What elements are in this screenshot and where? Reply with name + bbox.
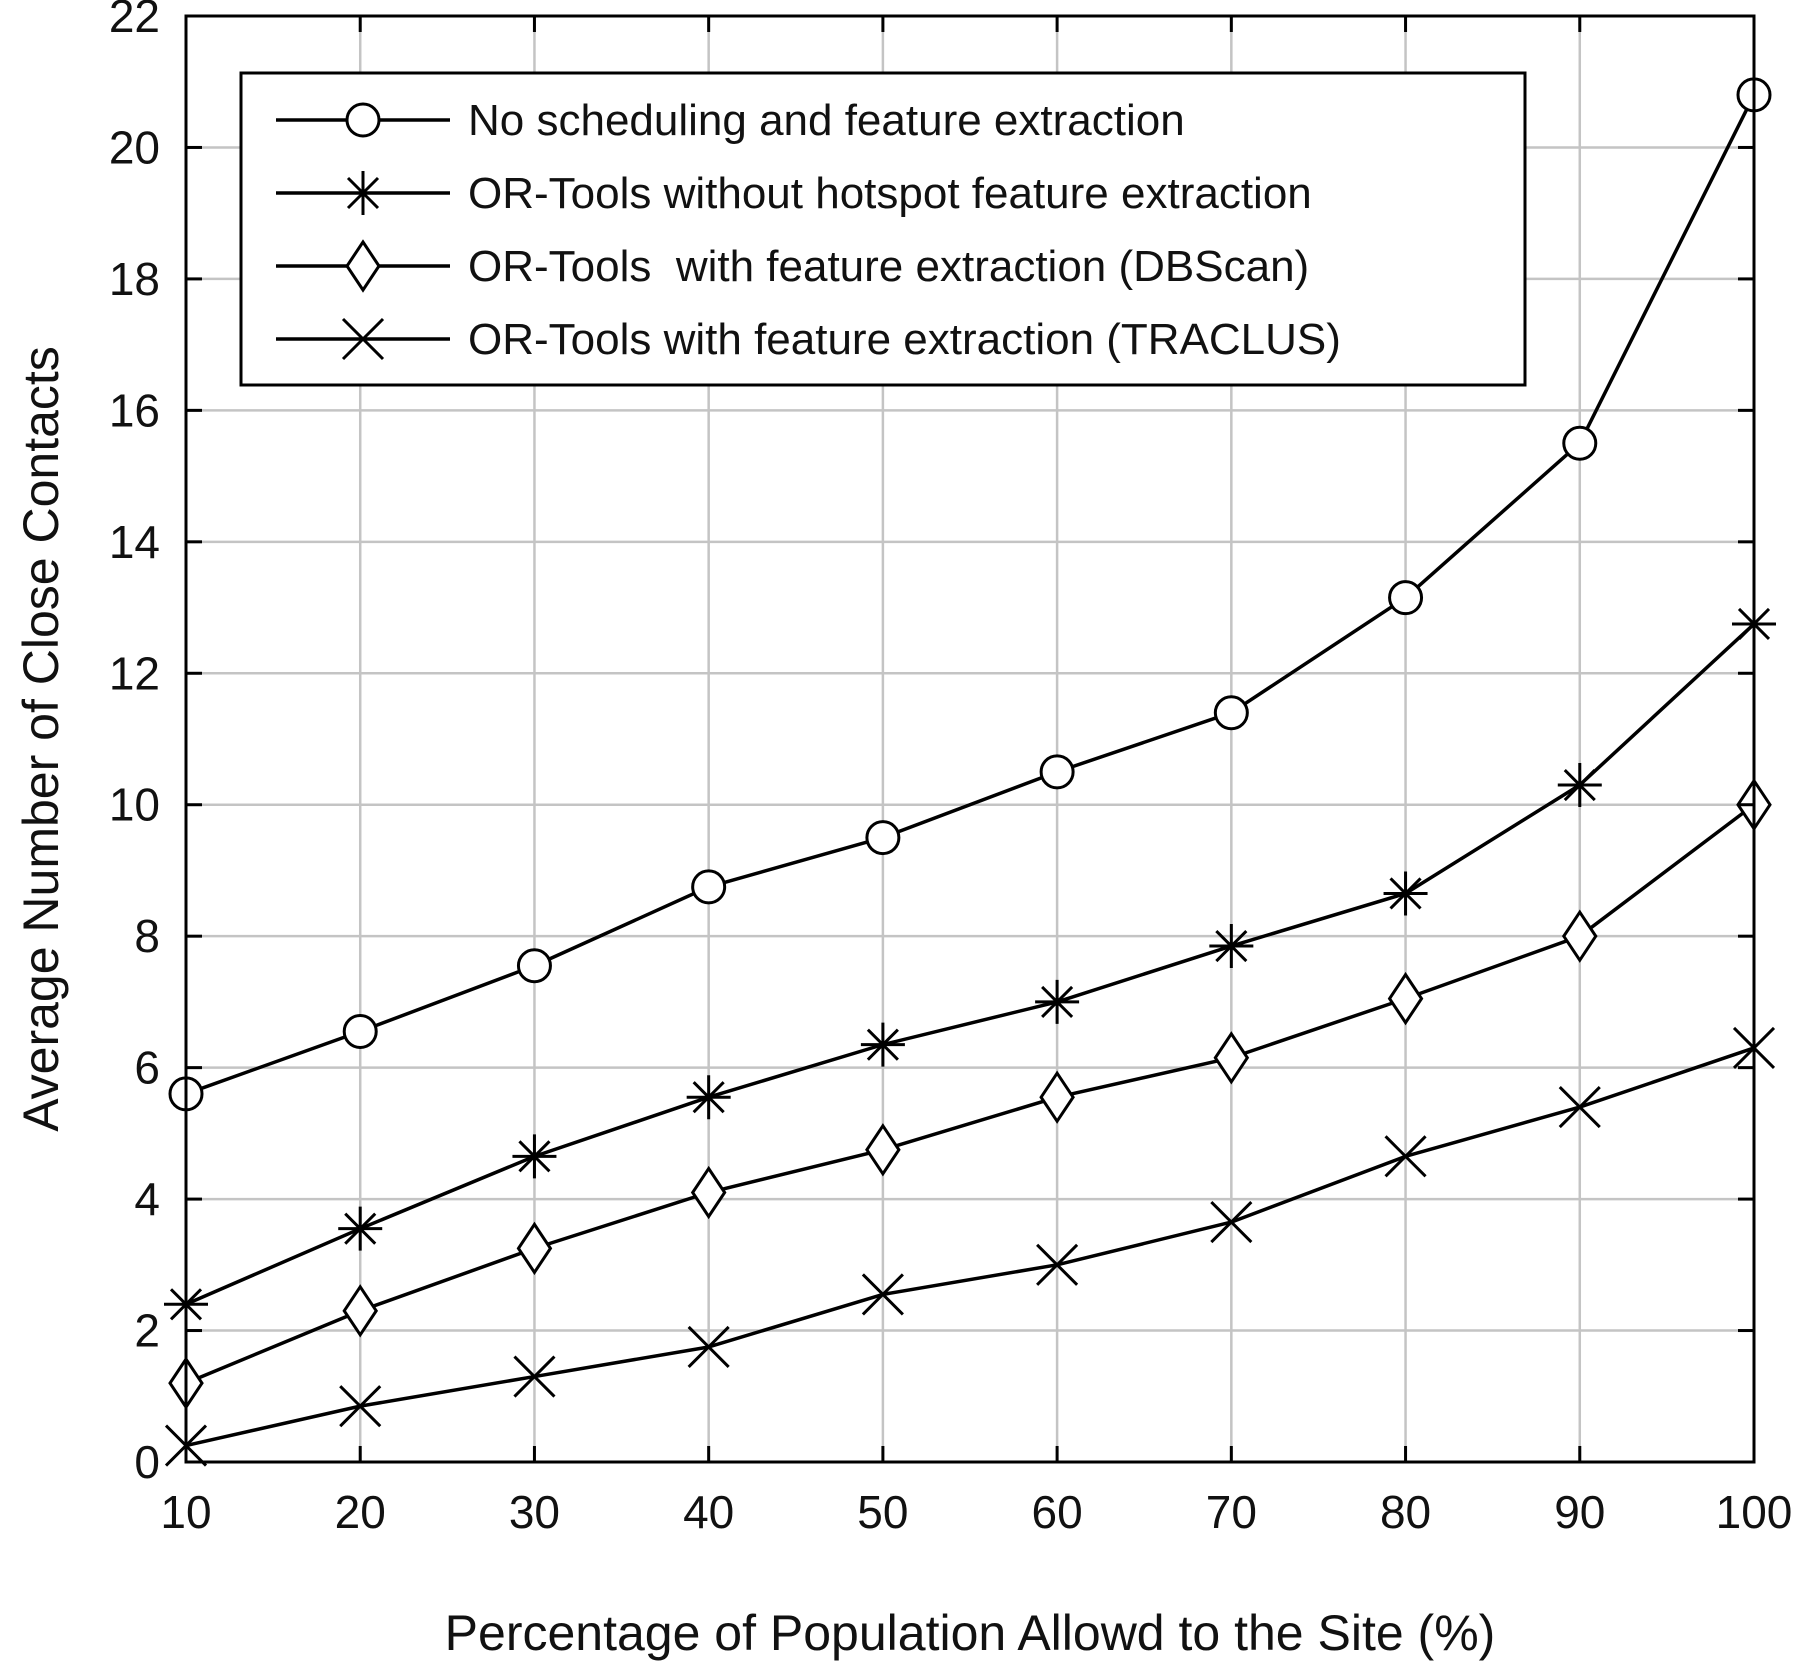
series-3-point <box>690 1165 727 1220</box>
y-tick-label: 22 <box>109 0 160 42</box>
series-2-point <box>1557 763 1602 808</box>
series-line-2 <box>185 622 1756 1306</box>
x-tick-label: 50 <box>857 1486 908 1538</box>
series-lines <box>185 94 1756 1448</box>
legend-box <box>239 71 1527 387</box>
series-2-point <box>860 1022 905 1067</box>
series-1-point <box>1039 754 1075 790</box>
y-tick-label: 12 <box>109 647 160 699</box>
y-tick-label: 4 <box>134 1173 160 1225</box>
series-1-point <box>516 948 552 984</box>
series-line-4 <box>185 1046 1755 1448</box>
series-2-point <box>1209 924 1254 969</box>
x-tick-label: 30 <box>509 1486 560 1538</box>
legend-marker-1 <box>345 102 381 138</box>
x-tick-label: 100 <box>1716 1486 1793 1538</box>
series-1-point <box>1388 580 1424 616</box>
series-1-point <box>1562 425 1598 461</box>
axis-ticks <box>184 14 1756 1464</box>
series-4-point <box>1210 1201 1253 1244</box>
x-tick-label: 70 <box>1206 1486 1257 1538</box>
y-tick-label: 0 <box>134 1436 160 1488</box>
y-tick-label: 18 <box>109 253 160 305</box>
x-tick-labels: 10 20 30 40 50 60 70 80 90 100 <box>160 1486 1792 1538</box>
series-4-point <box>861 1273 904 1316</box>
series-line-3 <box>185 803 1756 1385</box>
y-tick-label: 16 <box>109 384 160 436</box>
series-1-point <box>691 869 727 905</box>
series-2-point <box>338 1206 383 1251</box>
series-4-point <box>1036 1243 1079 1286</box>
legend: No scheduling and feature extraction OR-T… <box>239 71 1527 387</box>
series-2-point <box>1383 871 1428 916</box>
x-tick-label: 90 <box>1554 1486 1605 1538</box>
series-3-point <box>516 1221 553 1276</box>
y-tick-label: 20 <box>109 121 160 173</box>
plot-frame <box>184 14 1756 1464</box>
y-tick-label: 10 <box>109 779 160 831</box>
series-3-point <box>865 1123 901 1177</box>
series-4-point <box>1384 1135 1427 1178</box>
series-3-point <box>1387 971 1424 1026</box>
legend-label-2: OR-Tools without hotspot feature extract… <box>468 169 1312 218</box>
series-3-point <box>1213 1031 1250 1085</box>
x-tick-label: 40 <box>683 1486 734 1538</box>
series-2-point <box>686 1075 731 1120</box>
legend-label-4: OR-Tools with feature extraction (TRACLU… <box>468 315 1341 364</box>
y-tick-label: 2 <box>134 1305 160 1357</box>
series-4-point <box>687 1325 730 1369</box>
series-2-point <box>1035 979 1080 1024</box>
series-line-1 <box>185 94 1756 1096</box>
y-tick-labels: 0 2 4 6 8 10 12 14 16 18 20 22 <box>109 0 160 1488</box>
series-4-point <box>339 1385 382 1428</box>
y-tick-label: 6 <box>134 1042 160 1094</box>
legend-label-1: No scheduling and feature extraction <box>468 96 1185 145</box>
y-axis-title: Average Number of Close Contacts <box>13 346 69 1132</box>
x-tick-label: 80 <box>1380 1486 1431 1538</box>
y-tick-label: 8 <box>134 910 160 962</box>
series-3-point <box>1561 909 1598 963</box>
x-tick-label: 20 <box>335 1486 386 1538</box>
y-tick-label: 14 <box>109 516 160 568</box>
series-1-point <box>865 820 901 856</box>
series-1-point <box>1213 695 1249 731</box>
x-axis-title: Percentage of Population Allowd to the S… <box>445 1605 1496 1661</box>
series-1-point <box>342 1013 378 1049</box>
series-4-point <box>513 1355 556 1398</box>
series-4-point <box>1558 1086 1601 1129</box>
series-3-point <box>1039 1070 1075 1124</box>
legend-marker-2 <box>341 171 385 215</box>
legend-marker-4 <box>341 317 385 361</box>
x-tick-label: 10 <box>160 1486 211 1538</box>
legend-label-3: OR-Tools with feature extraction (DBScan… <box>468 242 1309 291</box>
series-2-point <box>512 1134 557 1179</box>
x-tick-label: 60 <box>1032 1486 1083 1538</box>
series-3-point <box>342 1284 379 1338</box>
legend-marker-3 <box>345 239 381 293</box>
